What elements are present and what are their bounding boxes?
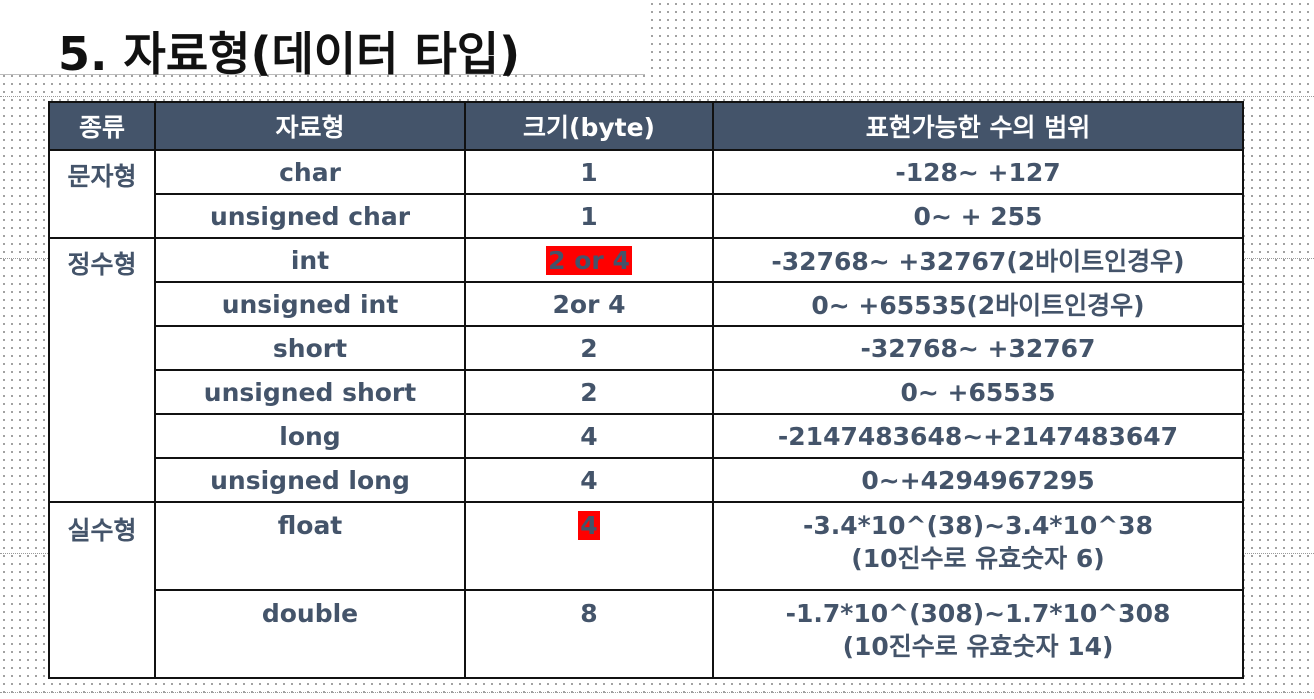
guide-line [0, 96, 1314, 97]
size-cell: 1 [464, 149, 714, 195]
range-cell: 0~+4294967295 [712, 457, 1244, 503]
header-category: 종류 [48, 101, 156, 151]
size-cell: 1 [464, 193, 714, 239]
size-cell: 2 [464, 325, 714, 371]
size-cell: 4 [464, 501, 714, 591]
guide-line [0, 692, 1314, 693]
type-cell: char [154, 149, 466, 195]
header-row: 종류 자료형 크기(byte) 표현가능한 수의 범위 [48, 101, 1244, 151]
table-row: unsigned char 1 0~ + 255 [49, 193, 1244, 239]
range-cell: -32768~ +32767 [712, 325, 1244, 371]
header-size: 크기(byte) [464, 101, 714, 151]
range-cell: -32768~ +32767(2바이트인경우) [712, 237, 1244, 283]
range-line: -3.4*10^(38)~3.4*10^38 [803, 511, 1153, 540]
table-row: 정수형 int 2 or 4 -32768~ +32767(2바이트인경우) [48, 237, 1244, 503]
range-cell: 0~ + 255 [712, 193, 1244, 239]
size-cell: 2or 4 [464, 281, 714, 327]
table-row: 실수형 float 4 -3.4*10^(38)~3.4*10^38 (10진수… [48, 501, 1244, 679]
type-cell: double [154, 589, 466, 679]
category-cell: 실수형 [48, 501, 156, 679]
category-cell: 정수형 [48, 237, 156, 503]
size-cell: 2 [464, 369, 714, 415]
data-type-table[interactable]: 종류 자료형 크기(byte) 표현가능한 수의 범위 문자형 char 1 -… [48, 101, 1244, 679]
type-cell: short [154, 325, 466, 371]
table-row: long 4 -2147483648~+2147483647 [49, 413, 1244, 459]
table-row: unsigned short 2 0~ +65535 [49, 369, 1244, 415]
highlighted-size: 4 [578, 511, 600, 540]
header-range: 표현가능한 수의 범위 [712, 101, 1244, 151]
type-cell: unsigned long [154, 457, 466, 503]
table-row: short 2 -32768~ +32767 [49, 325, 1244, 371]
size-cell: 4 [464, 413, 714, 459]
range-cell: -3.4*10^(38)~3.4*10^38 (10진수로 유효숫자 6) [712, 501, 1244, 591]
table-row: double 8 -1.7*10^(308)~1.7*10^308 (10진수로… [49, 589, 1244, 679]
size-cell: 4 [464, 457, 714, 503]
range-cell: -2147483648~+2147483647 [712, 413, 1244, 459]
range-cell: 0~ +65535 [712, 369, 1244, 415]
category-cell: 문자형 [48, 149, 156, 239]
slide-title: 5. 자료형(데이터 타입) [58, 27, 521, 81]
title-placeholder[interactable]: 5. 자료형(데이터 타입) [0, 0, 645, 81]
header-type: 자료형 [154, 101, 466, 151]
size-cell: 8 [464, 589, 714, 679]
range-note: (10진수로 유효숫자 6) [851, 544, 1105, 573]
table-row: unsigned long 4 0~+4294967295 [49, 457, 1244, 503]
type-cell: long [154, 413, 466, 459]
type-cell: unsigned short [154, 369, 466, 415]
size-cell: 2 or 4 [464, 237, 714, 283]
range-cell: -1.7*10^(308)~1.7*10^308 (10진수로 유효숫자 14) [712, 589, 1244, 679]
range-note: (10진수로 유효숫자 14) [842, 632, 1114, 661]
type-cell: float [154, 501, 466, 591]
highlighted-size: 2 or 4 [546, 245, 632, 275]
table-row: 문자형 char 1 -128~ +127 [48, 149, 1244, 239]
table-row: unsigned int 2or 4 0~ +65535(2바이트인경우) [49, 281, 1244, 327]
type-cell: int [154, 237, 466, 283]
range-line: -1.7*10^(308)~1.7*10^308 [785, 599, 1171, 628]
range-cell: 0~ +65535(2바이트인경우) [712, 281, 1244, 327]
type-cell: unsigned char [154, 193, 466, 239]
type-cell: unsigned int [154, 281, 466, 327]
range-cell: -128~ +127 [712, 149, 1244, 195]
